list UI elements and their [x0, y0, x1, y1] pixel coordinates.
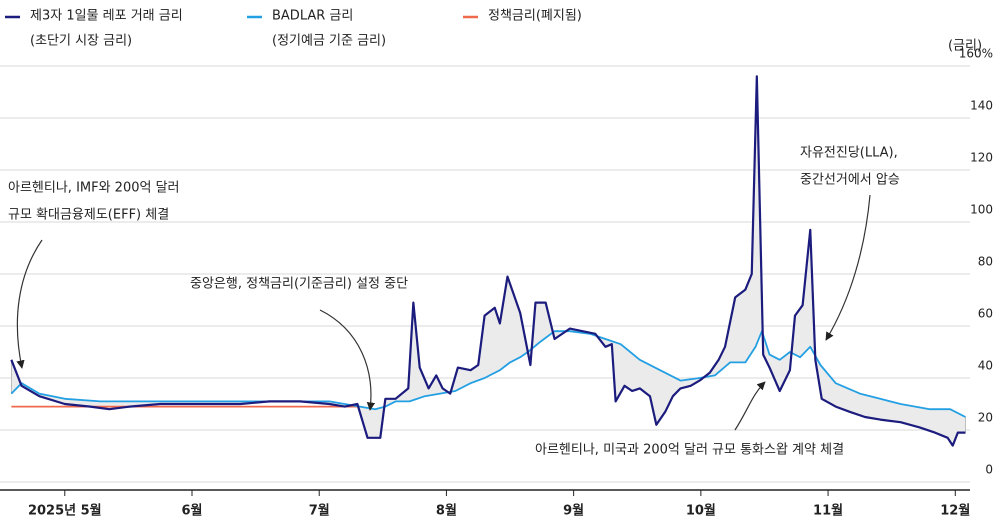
x-tick-label: 6월 [181, 503, 202, 519]
annotation-arrow [734, 381, 766, 431]
y-tick-label: 20 [978, 411, 993, 425]
legend-detail: (초단기 시장 금리) [30, 34, 132, 49]
x-tick-label: 11월 [813, 503, 843, 519]
y-unit-label: (금리) [948, 39, 982, 54]
annotation-arrow [825, 194, 871, 341]
legend-label: BADLAR 금리 [272, 9, 353, 24]
grid: 0 20 40 60 80 100 120 140 160% 2025년 5월 6월 7월 8월 9월 10… [0, 47, 993, 519]
x-tick-label: 8월 [436, 503, 457, 519]
annotation: 아르헨티나, IMF와 200억 달러 [8, 181, 180, 196]
spread-shade [11, 76, 966, 447]
y-tick-label: 40 [978, 359, 993, 373]
y-tick-label: 0 [985, 463, 993, 477]
x-tick-label: 2025년 5월 [28, 503, 102, 519]
legend: 제3자 1일물 레포 거래 금리 (초단기 시장 금리) BADLAR 금리 (정기예… [5, 9, 582, 49]
series-line [10, 330, 966, 418]
y-tick-label: 100 [970, 203, 993, 217]
legend-label: 정책금리(폐지됨) [488, 9, 582, 24]
y-tick-label: 80 [978, 255, 993, 269]
y-tick-label: 60 [978, 307, 993, 321]
x-tick-label: 7월 [309, 503, 330, 519]
annotation-arrow [16, 239, 43, 369]
annotation: 중간선거에서 압승 [800, 173, 900, 188]
plot-area [10, 75, 966, 447]
legend-detail: (정기예금 기준 금리) [272, 34, 386, 49]
x-tick-label: 9월 [563, 503, 584, 519]
series-line [10, 75, 966, 447]
legend-label: 제3자 1일물 레포 거래 금리 [30, 9, 183, 24]
y-tick-label: 140 [970, 99, 993, 113]
annotation: 중앙은행, 정책금리(기준금리) 설정 중단 [190, 276, 408, 292]
annotation-arrow [319, 309, 376, 411]
annotation: 규모 확대금융제도(EFF) 체결 [8, 208, 169, 223]
y-tick-label: 120 [970, 151, 993, 165]
annotation: 자유전진당(LLA), [800, 146, 898, 161]
annotation: 아르헨티나, 미국과 200억 달러 규모 통화스왑 계약 체결 [535, 443, 844, 458]
x-tick-label: 10월 [686, 503, 716, 519]
x-tick-label: 12월 [940, 503, 970, 519]
y-tick-label: 160% [959, 47, 993, 61]
